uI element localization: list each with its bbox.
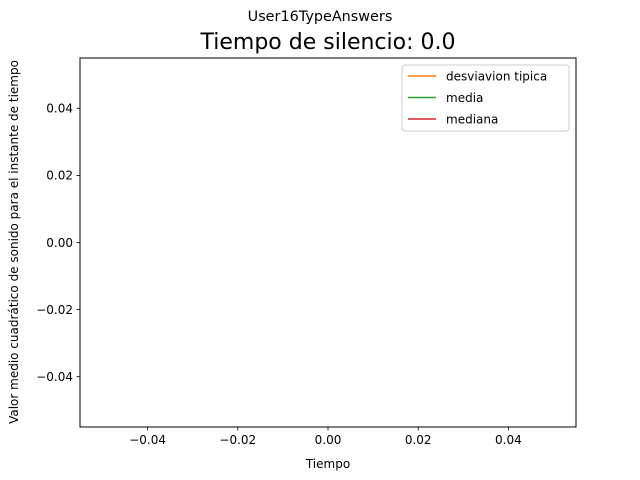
y-axis-label: Valor medio cuadrático de sonido para el…: [7, 60, 21, 424]
y-tick-label: 0.02: [46, 169, 73, 183]
legend-label: media: [446, 91, 483, 105]
y-tick-label: −0.02: [36, 303, 73, 317]
legend-label: mediana: [446, 112, 498, 126]
legend-label: desviavion tipica: [446, 69, 547, 83]
y-axis-ticks: 0.04 0.02 0.00 −0.02 −0.04: [36, 102, 80, 384]
y-tick-label: 0.00: [46, 236, 73, 250]
chart-title: Tiempo de silencio: 0.0: [200, 30, 456, 55]
x-tick-label: 0.02: [405, 433, 432, 447]
x-tick-label: 0.00: [315, 433, 342, 447]
y-tick-label: 0.04: [46, 102, 73, 116]
x-tick-label: 0.04: [495, 433, 522, 447]
chart-suptitle: User16TypeAnswers: [248, 9, 393, 25]
plot-area-frame: [79, 57, 577, 428]
x-tick-label: −0.04: [129, 433, 166, 447]
legend-entries: desviavion tipica media mediana: [408, 69, 547, 126]
x-tick-label: −0.02: [219, 433, 256, 447]
x-axis-label: Tiempo: [305, 457, 350, 471]
legend-frame: [401, 64, 570, 132]
legend: desviavion tipica media mediana: [401, 64, 570, 132]
x-axis-ticks: −0.04 −0.02 0.00 0.02 0.04: [129, 427, 522, 447]
y-tick-label: −0.04: [36, 370, 73, 384]
